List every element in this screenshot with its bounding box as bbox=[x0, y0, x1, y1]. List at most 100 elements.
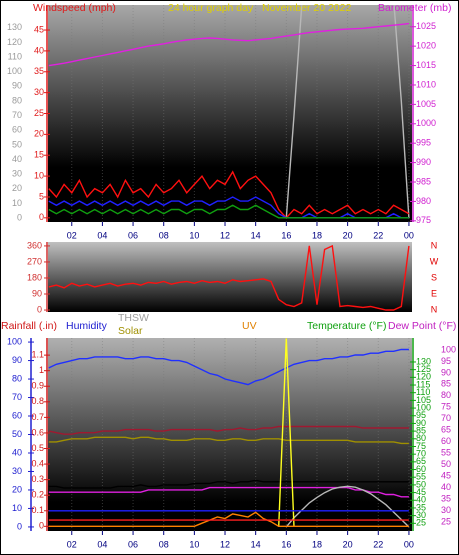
y-tick-label: 95 bbox=[416, 410, 426, 420]
y-tick-label: 60 bbox=[416, 464, 426, 474]
y-tick-label: W bbox=[430, 256, 439, 266]
axis-title: Dew Point (°F) bbox=[388, 320, 456, 332]
y-tick-label: 80 bbox=[441, 390, 451, 400]
y-tick-label: 90 bbox=[12, 81, 22, 91]
y-tick-label: 975 bbox=[416, 215, 431, 225]
y-tick-label: 100 bbox=[7, 336, 22, 346]
y-tick-label: 0.8 bbox=[31, 396, 44, 406]
y-tick-label: 85 bbox=[416, 425, 426, 435]
y-tick-label: 45 bbox=[34, 24, 44, 34]
x-tick-label: 20 bbox=[343, 539, 353, 549]
y-tick-label: 40 bbox=[12, 447, 22, 457]
y-tick-label: 40 bbox=[441, 482, 451, 492]
y-tick-label: S bbox=[431, 272, 437, 282]
y-tick-label: 360 bbox=[27, 240, 42, 250]
series-group bbox=[48, 244, 410, 311]
y-tick-label: 100 bbox=[441, 344, 456, 354]
series-line bbox=[48, 196, 409, 219]
y-tick-label: 15 bbox=[34, 150, 44, 160]
y-tick-label: 40 bbox=[12, 154, 22, 164]
y-tick-label: N bbox=[431, 240, 438, 250]
y-tick-label: 980 bbox=[416, 196, 431, 206]
y-tick-label: 75 bbox=[441, 402, 451, 412]
y-tick-label: 270 bbox=[27, 256, 42, 266]
axis-title: Barometer (mb) bbox=[378, 2, 452, 14]
y-tick-label: 70 bbox=[12, 110, 22, 120]
axis-title: Rainfall (.in) bbox=[1, 320, 57, 332]
y-tick-label: 40 bbox=[416, 495, 426, 505]
y-tick-label: 990 bbox=[416, 157, 431, 167]
y-tick-label: 0.3 bbox=[31, 474, 44, 484]
y-tick-label: 130 bbox=[416, 356, 431, 366]
y-tick-label: 90 bbox=[32, 288, 42, 298]
y-tick-label: 0.2 bbox=[31, 490, 44, 500]
x-tick-label: 02 bbox=[67, 230, 77, 240]
x-tick-label: 10 bbox=[189, 539, 199, 549]
x-tick-label: 14 bbox=[251, 230, 261, 240]
series-line bbox=[48, 511, 409, 527]
series-line bbox=[48, 479, 409, 489]
series-label: Solar bbox=[118, 325, 143, 337]
x-tick-label: 12 bbox=[220, 539, 230, 549]
x-tick-label: 04 bbox=[97, 539, 107, 549]
y-tick-label: 115 bbox=[416, 379, 430, 389]
y-tick-label: 130 bbox=[7, 22, 22, 32]
y-tick-label: 30 bbox=[12, 169, 22, 179]
y-tick-label: 80 bbox=[12, 373, 22, 383]
y-tick-label: 0.7 bbox=[31, 412, 44, 422]
y-tick-label: 985 bbox=[416, 176, 431, 186]
y-tick-label: 120 bbox=[416, 372, 431, 382]
y-tick-label: 1.1 bbox=[31, 349, 44, 359]
y-tick-label: 180 bbox=[27, 272, 42, 282]
y-tick-label: 20 bbox=[34, 129, 44, 139]
y-tick-label: 90 bbox=[416, 418, 426, 428]
y-tick-label: 100 bbox=[416, 402, 431, 412]
y-tick-label: 1025 bbox=[416, 21, 436, 31]
x-tick-label: 08 bbox=[159, 230, 169, 240]
y-tick-label: 45 bbox=[416, 487, 426, 497]
chart-subtitle: November 20 2022 bbox=[262, 2, 351, 14]
y-tick-label: 95 bbox=[441, 356, 451, 366]
series-line bbox=[48, 436, 409, 445]
series-line bbox=[285, 485, 410, 528]
y-tick-label: 50 bbox=[416, 479, 426, 489]
x-tick-label: 06 bbox=[128, 539, 138, 549]
x-tick-label: 16 bbox=[281, 539, 291, 549]
series-line bbox=[48, 486, 409, 498]
x-tick-label: 18 bbox=[312, 539, 322, 549]
axis-title: Windspeed (mph) bbox=[33, 2, 116, 14]
x-tick-label: 02 bbox=[67, 539, 77, 549]
y-tick-label: 45 bbox=[441, 471, 451, 481]
y-tick-label: 0.1 bbox=[31, 505, 44, 515]
series-line bbox=[48, 204, 409, 219]
series-label: UV bbox=[242, 320, 257, 332]
y-tick-label: 120 bbox=[7, 37, 22, 47]
y-tick-label: 1015 bbox=[416, 60, 436, 70]
series-line bbox=[278, 338, 295, 527]
y-tick-label: 0.9 bbox=[31, 381, 44, 391]
y-tick-label: 20 bbox=[12, 484, 22, 494]
y-tick-label: 50 bbox=[441, 459, 451, 469]
y-tick-label: 65 bbox=[416, 456, 426, 466]
y-tick-label: 25 bbox=[416, 518, 426, 528]
y-tick-label: 90 bbox=[12, 355, 22, 365]
y-tick-label: 0.6 bbox=[31, 427, 44, 437]
y-tick-label: 55 bbox=[441, 448, 451, 458]
y-tick-label: 10 bbox=[12, 198, 22, 208]
y-tick-label: 70 bbox=[416, 449, 426, 459]
x-tick-label: 06 bbox=[128, 230, 138, 240]
y-tick-label: 70 bbox=[441, 413, 451, 423]
y-tick-label: 30 bbox=[34, 87, 44, 97]
y-tick-label: 80 bbox=[12, 95, 22, 105]
y-tick-label: E bbox=[431, 288, 437, 298]
y-tick-label: 0 bbox=[17, 521, 22, 531]
y-tick-label: 60 bbox=[12, 125, 22, 135]
axis-title: Temperature (°F) bbox=[307, 320, 386, 332]
series-label: THSW bbox=[118, 312, 149, 324]
y-tick-label: 35 bbox=[416, 502, 426, 512]
plot-background bbox=[48, 338, 412, 531]
y-tick-label: 30 bbox=[441, 505, 451, 515]
y-tick-label: 50 bbox=[12, 139, 22, 149]
y-tick-label: 50 bbox=[12, 429, 22, 439]
y-tick-label: 70 bbox=[12, 392, 22, 402]
